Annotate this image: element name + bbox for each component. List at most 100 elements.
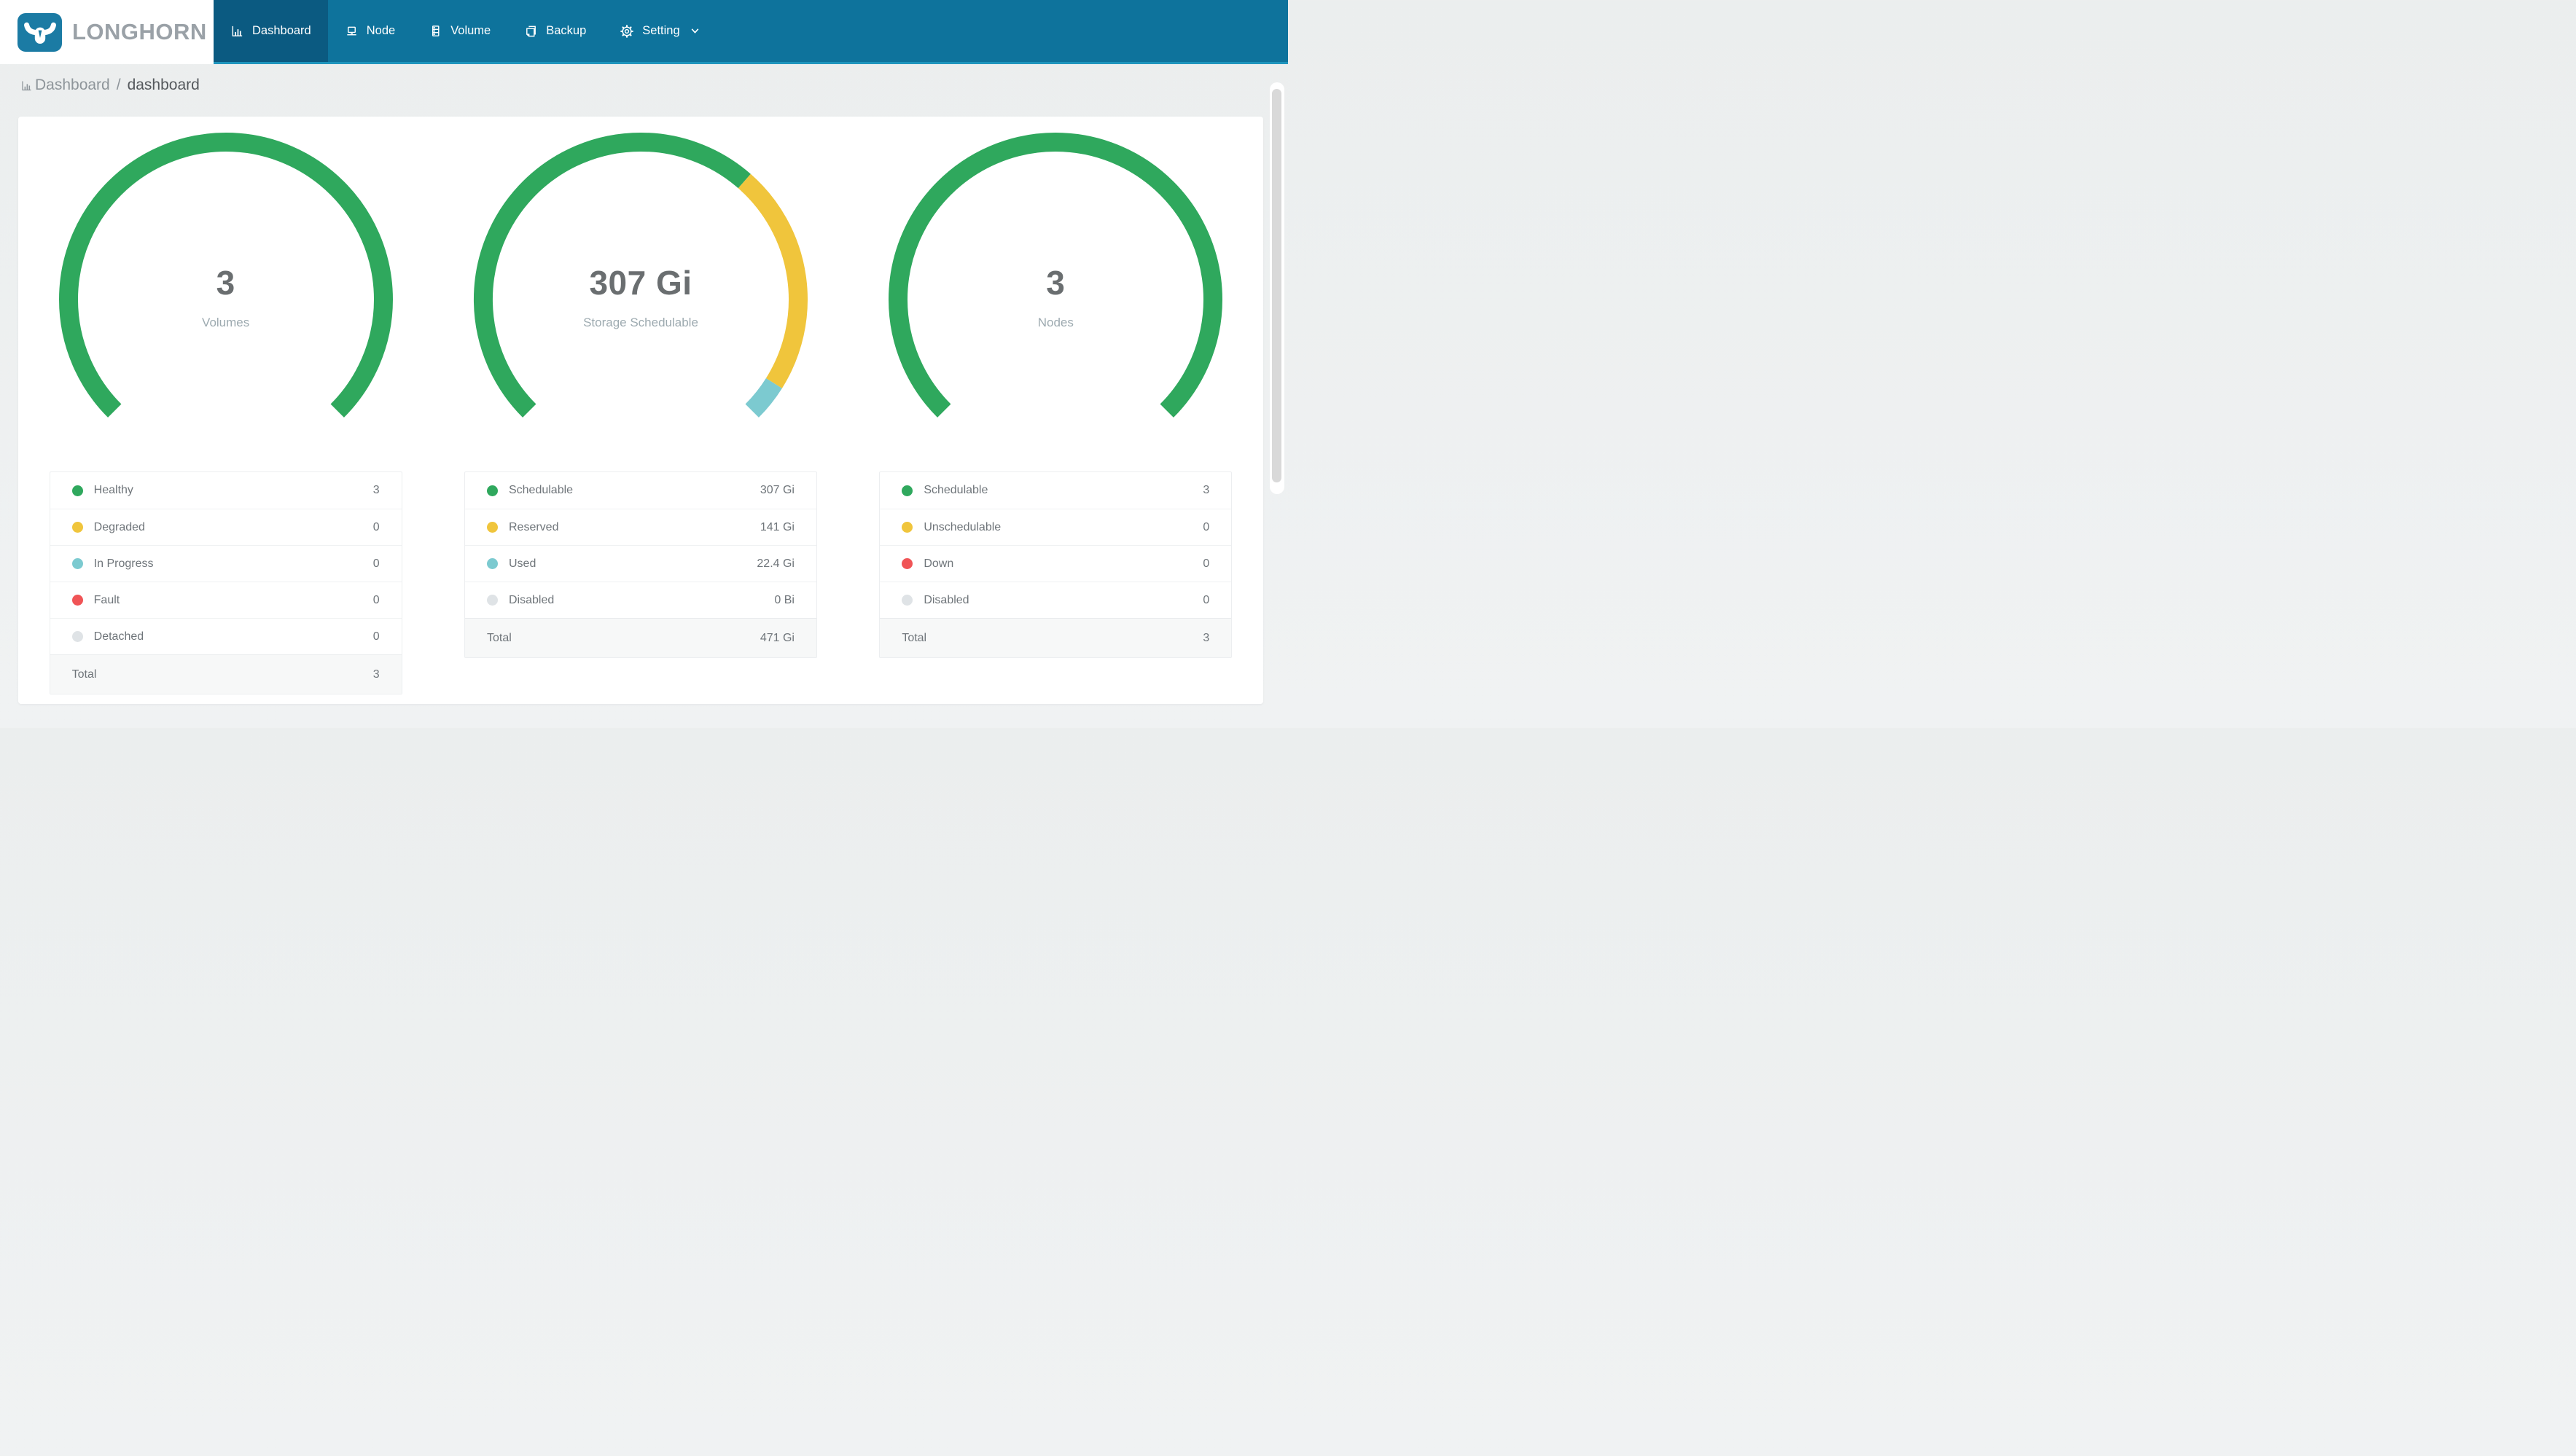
storage-gauge-arc [473, 132, 808, 418]
legend-row: Degraded 0 [50, 509, 402, 545]
gray-dot [71, 631, 83, 642]
gray-dot [486, 595, 498, 606]
storage-gauge: 307 Gi Storage Schedulable [473, 132, 808, 467]
legend-label: Unschedulable [924, 520, 1002, 533]
legend-total-row: Total 471 Gi [464, 618, 816, 657]
yellow-dot [71, 522, 83, 533]
green-dot [902, 485, 913, 496]
gauge-segment-healthy [58, 133, 393, 418]
legend-value: 22.4 Gi [757, 557, 795, 570]
setting-icon [620, 24, 634, 38]
legend-value: 0 [1203, 520, 1210, 533]
legend-row: Unschedulable 0 [880, 509, 1232, 545]
red-dot [902, 558, 913, 569]
nav-label: Volume [450, 24, 491, 37]
yellow-dot [902, 522, 913, 533]
legend-row: Down 0 [880, 545, 1232, 582]
gauge-segment-schedulable [889, 133, 1223, 418]
nodes-gauge: 3 Nodes [888, 132, 1223, 467]
backup-icon [526, 26, 536, 37]
breadcrumb-page: dashboard [127, 76, 200, 93]
gauge-segment-used [745, 377, 782, 418]
legend-row: Healthy 3 [50, 472, 402, 509]
nav-item-volume[interactable]: Volume [412, 0, 507, 62]
legend-row: Disabled 0 [880, 582, 1232, 618]
nav-item-dashboard[interactable]: Dashboard [214, 0, 328, 62]
legend-label: Degraded [93, 520, 145, 533]
legend-value: 3 [372, 484, 380, 496]
legend-value: 0 [372, 520, 380, 533]
dashboard-icon [232, 26, 243, 36]
breadcrumb: Dashboard / dashboard [0, 64, 1288, 106]
nav-label: Setting [642, 24, 680, 37]
red-dot [71, 595, 83, 606]
legend-label: Disabled [508, 593, 555, 606]
legend-row: Detached 0 [50, 618, 402, 654]
nav-item-setting[interactable]: Setting [603, 0, 717, 62]
volumes-gauge-arc [58, 133, 393, 418]
gray-dot [902, 595, 913, 606]
legend-value: 0 [1203, 593, 1210, 606]
legend-value: 0 [372, 557, 380, 570]
legend-row: In Progress 0 [50, 545, 402, 582]
panel-volumes: 3 Volumes Healthy 3 Degraded 0 In Progress 0 F… [18, 117, 433, 704]
legend-total-value: 471 Gi [760, 631, 795, 644]
legend-total-label: Total [902, 631, 927, 644]
legend-value: 141 Gi [760, 520, 795, 533]
legend-row: Disabled 0 Bi [464, 582, 816, 618]
legend-label: Used [508, 557, 536, 570]
legend-total-row: Total 3 [880, 618, 1232, 657]
chevron-down-icon [691, 28, 699, 34]
nodes-legend-table: Schedulable 3 Unschedulable 0 Down 0 Disabled 0… [879, 471, 1233, 658]
volume-icon [432, 26, 440, 36]
logo: LONGHORN [0, 0, 214, 64]
breadcrumb-dashboard-icon [22, 81, 31, 91]
legend-label: In Progress [93, 557, 154, 570]
legend-row: Schedulable 3 [880, 472, 1231, 509]
panel-nodes: 3 Nodes Schedulable 3 Unschedulable 0 Down 0 D… [848, 117, 1263, 704]
legend-row: Used 22.4 Gi [464, 545, 816, 582]
legend-value: 307 Gi [760, 484, 795, 496]
legend-value: 3 [1203, 484, 1210, 496]
legend-row: Fault 0 [50, 582, 402, 618]
volumes-gauge: 3 Volumes [58, 132, 394, 467]
legend-value: 0 Bi [774, 593, 795, 606]
legend-label: Healthy [93, 484, 133, 496]
teal-dot [486, 558, 498, 569]
legend-value: 0 [372, 593, 380, 606]
brand-name: LONGHORN [72, 19, 207, 44]
breadcrumb-section[interactable]: Dashboard [35, 76, 110, 93]
legend-label: Fault [93, 593, 120, 606]
main-nav: Dashboard Node Volume [214, 0, 1288, 64]
green-dot [71, 485, 83, 496]
app-header: LONGHORN Dashboard Node [0, 0, 1288, 64]
nodes-gauge-arc [889, 133, 1223, 418]
legend-label: Detached [93, 630, 144, 643]
legend-total-label: Total [71, 668, 97, 681]
legend-value: 0 [1203, 557, 1210, 570]
legend-label: Reserved [508, 520, 559, 533]
legend-row: Reserved 141 Gi [464, 509, 816, 545]
legend-value: 0 [372, 630, 380, 643]
legend-total-label: Total [486, 631, 512, 644]
legend-total-row: Total 3 [50, 654, 402, 694]
nav-item-backup[interactable]: Backup [507, 0, 603, 62]
legend-total-value: 3 [1203, 631, 1210, 644]
scrollbar-thumb[interactable] [1272, 89, 1281, 482]
green-dot [486, 485, 498, 496]
breadcrumb-separator: / [116, 76, 121, 93]
storage-legend-table: Schedulable 307 Gi Reserved 141 Gi Used 22.4 … [464, 471, 817, 658]
legend-label: Disabled [924, 593, 969, 606]
node-icon [347, 26, 356, 36]
legend-row: Schedulable 307 Gi [465, 472, 816, 509]
nav-label: Node [366, 24, 396, 37]
nav-label: Backup [546, 24, 587, 37]
longhorn-logo-icon[interactable] [17, 12, 62, 52]
gauge-segment-schedulable [473, 132, 751, 418]
legend-label: Schedulable [924, 484, 988, 496]
nav-item-node[interactable]: Node [328, 0, 412, 62]
panel-storage: 307 Gi Storage Schedulable Schedulable 30… [433, 117, 848, 704]
legend-total-value: 3 [372, 668, 380, 681]
legend-label: Down [924, 557, 954, 570]
gauge-segment-reserved [738, 173, 808, 388]
